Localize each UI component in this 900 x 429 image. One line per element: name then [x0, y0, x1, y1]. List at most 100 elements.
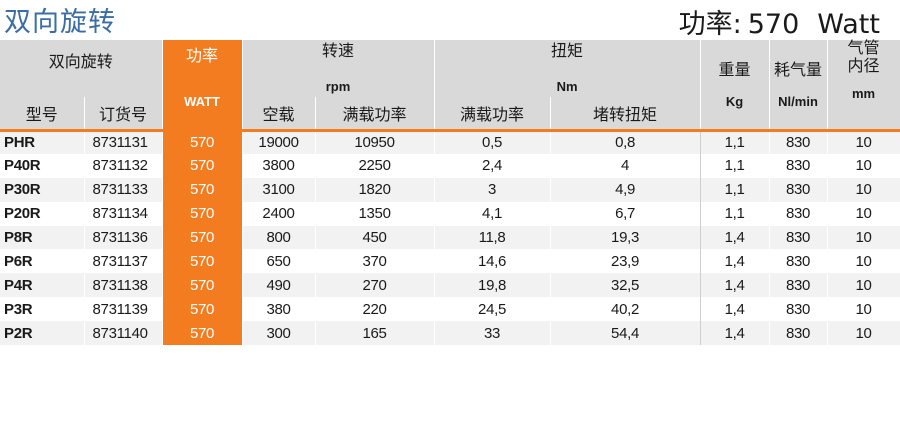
cell-hose: 10: [827, 201, 900, 226]
cell-power: 570: [162, 225, 243, 250]
cell-order: 8731137: [84, 249, 163, 274]
header-load-torque: 满载功率: [434, 97, 551, 130]
header-hose-unit: mm: [851, 86, 876, 101]
cell-order: 8731140: [84, 321, 163, 346]
header-power-label: 功率: [186, 47, 219, 65]
cell-stall-torque: 4: [550, 153, 701, 178]
cell-weight: 1,4: [700, 321, 770, 346]
cell-load-torque: 4,1: [434, 201, 551, 226]
table-row: P3R 8731139 570 380 220 24,5 40,2 1,4 83…: [0, 297, 900, 322]
table-row: PHR 8731131 570 19000 10950 0,5 0,8 1,1 …: [0, 128, 900, 154]
cell-order: 8731132: [84, 153, 163, 178]
cell-air: 830: [769, 321, 828, 346]
power-summary-label: 功率:: [678, 9, 742, 40]
header-power-unit: WATT: [184, 93, 220, 109]
power-summary-unit: Watt: [817, 9, 880, 40]
cell-order: 8731139: [84, 297, 163, 322]
cell-air: 830: [769, 128, 828, 154]
cell-air: 830: [769, 177, 828, 202]
cell-stall-torque: 54,4: [550, 321, 701, 346]
cell-load-speed: 220: [315, 297, 435, 322]
cell-load-torque: 2,4: [434, 153, 551, 178]
header-speed-unit: rpm: [325, 79, 351, 94]
header-air: 耗气量 Nl/min: [769, 40, 828, 130]
header-speed: 转速 rpm: [242, 40, 435, 97]
cell-weight: 1,1: [700, 177, 770, 202]
header-speed-label: 转速: [322, 43, 355, 60]
cell-load-torque: 24,5: [434, 297, 551, 322]
cell-air: 830: [769, 225, 828, 250]
cell-weight: 1,1: [700, 201, 770, 226]
cell-load-speed: 2250: [315, 153, 435, 178]
cell-power: 570: [162, 321, 243, 346]
header-weight-unit: Kg: [725, 94, 744, 109]
cell-power: 570: [162, 297, 243, 322]
cell-free-speed: 650: [242, 249, 316, 274]
header-weight: 重量 Kg: [700, 40, 770, 130]
cell-power: 570: [162, 153, 243, 178]
cell-stall-torque: 4,9: [550, 177, 701, 202]
cell-power: 570: [162, 273, 243, 298]
cell-free-speed: 3800: [242, 153, 316, 178]
cell-load-torque: 19,8: [434, 273, 551, 298]
header-hose: 气管 内径 mm: [827, 40, 900, 130]
cell-free-speed: 380: [242, 297, 316, 322]
cell-model: P30R: [0, 177, 85, 202]
cell-load-torque: 11,8: [434, 225, 551, 250]
header-air-label: 耗气量: [774, 62, 823, 79]
cell-model: P2R: [0, 321, 85, 346]
cell-stall-torque: 32,5: [550, 273, 701, 298]
header-torque-label: 扭矩: [551, 43, 584, 60]
cell-free-speed: 800: [242, 225, 316, 250]
cell-hose: 10: [827, 177, 900, 202]
table-row: P2R 8731140 570 300 165 33 54,4 1,4 830 …: [0, 321, 900, 346]
cell-stall-torque: 19,3: [550, 225, 701, 250]
cell-model: P20R: [0, 201, 85, 226]
table-row: P30R 8731133 570 3100 1820 3 4,9 1,1 830…: [0, 177, 900, 202]
cell-order: 8731134: [84, 201, 163, 226]
cell-air: 830: [769, 297, 828, 322]
cell-order: 8731138: [84, 273, 163, 298]
header-torque: 扭矩 Nm: [434, 40, 701, 97]
header-power: 功率 WATT: [162, 40, 243, 130]
cell-load-speed: 1820: [315, 177, 435, 202]
cell-hose: 10: [827, 225, 900, 250]
table-row: P40R 8731132 570 3800 2250 2,4 4 1,1 830…: [0, 153, 900, 178]
cell-stall-torque: 23,9: [550, 249, 701, 274]
cell-hose: 10: [827, 153, 900, 178]
cell-load-torque: 0,5: [434, 128, 551, 154]
cell-order: 8731133: [84, 177, 163, 202]
cell-free-speed: 19000: [242, 128, 316, 154]
cell-hose: 10: [827, 249, 900, 274]
header-hose-label: 气管 内径: [847, 40, 880, 75]
cell-free-speed: 2400: [242, 201, 316, 226]
cell-free-speed: 490: [242, 273, 316, 298]
header-air-unit: Nl/min: [778, 94, 818, 109]
cell-power: 570: [162, 201, 243, 226]
cell-stall-torque: 40,2: [550, 297, 701, 322]
cell-model: P40R: [0, 153, 85, 178]
table-row: P8R 8731136 570 800 450 11,8 19,3 1,4 83…: [0, 225, 900, 250]
cell-model: P3R: [0, 297, 85, 322]
cell-model: PHR: [0, 128, 85, 154]
header-torque-unit: Nm: [556, 79, 578, 94]
power-summary-value: 570: [747, 9, 800, 40]
cell-hose: 10: [827, 321, 900, 346]
cell-stall-torque: 0,8: [550, 128, 701, 154]
header-stall-torque: 堵转扭矩: [550, 97, 701, 130]
header-load-speed: 满载功率: [315, 97, 435, 130]
cell-model: P4R: [0, 273, 85, 298]
cell-order: 8731136: [84, 225, 163, 250]
power-summary: 功率: 570 Watt: [679, 2, 880, 41]
cell-power: 570: [162, 128, 243, 154]
page-title: 双向旋转: [4, 7, 116, 38]
cell-load-speed: 270: [315, 273, 435, 298]
cell-hose: 10: [827, 273, 900, 298]
cell-air: 830: [769, 249, 828, 274]
cell-weight: 1,1: [700, 153, 770, 178]
cell-weight: 1,4: [700, 297, 770, 322]
cell-free-speed: 3100: [242, 177, 316, 202]
cell-weight: 1,1: [700, 128, 770, 154]
cell-load-speed: 1350: [315, 201, 435, 226]
cell-order: 8731131: [84, 128, 163, 154]
